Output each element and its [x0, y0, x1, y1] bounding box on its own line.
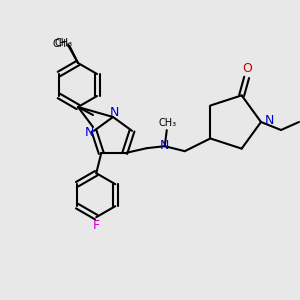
Text: F: F — [93, 219, 100, 232]
Text: O: O — [243, 62, 253, 75]
Text: N: N — [264, 115, 274, 128]
Text: N: N — [109, 106, 119, 118]
Text: N: N — [84, 126, 94, 139]
Text: N: N — [160, 139, 170, 152]
Text: CH₃: CH₃ — [159, 118, 177, 128]
Text: CH₃: CH₃ — [55, 38, 73, 48]
Text: CH₃: CH₃ — [53, 39, 71, 49]
